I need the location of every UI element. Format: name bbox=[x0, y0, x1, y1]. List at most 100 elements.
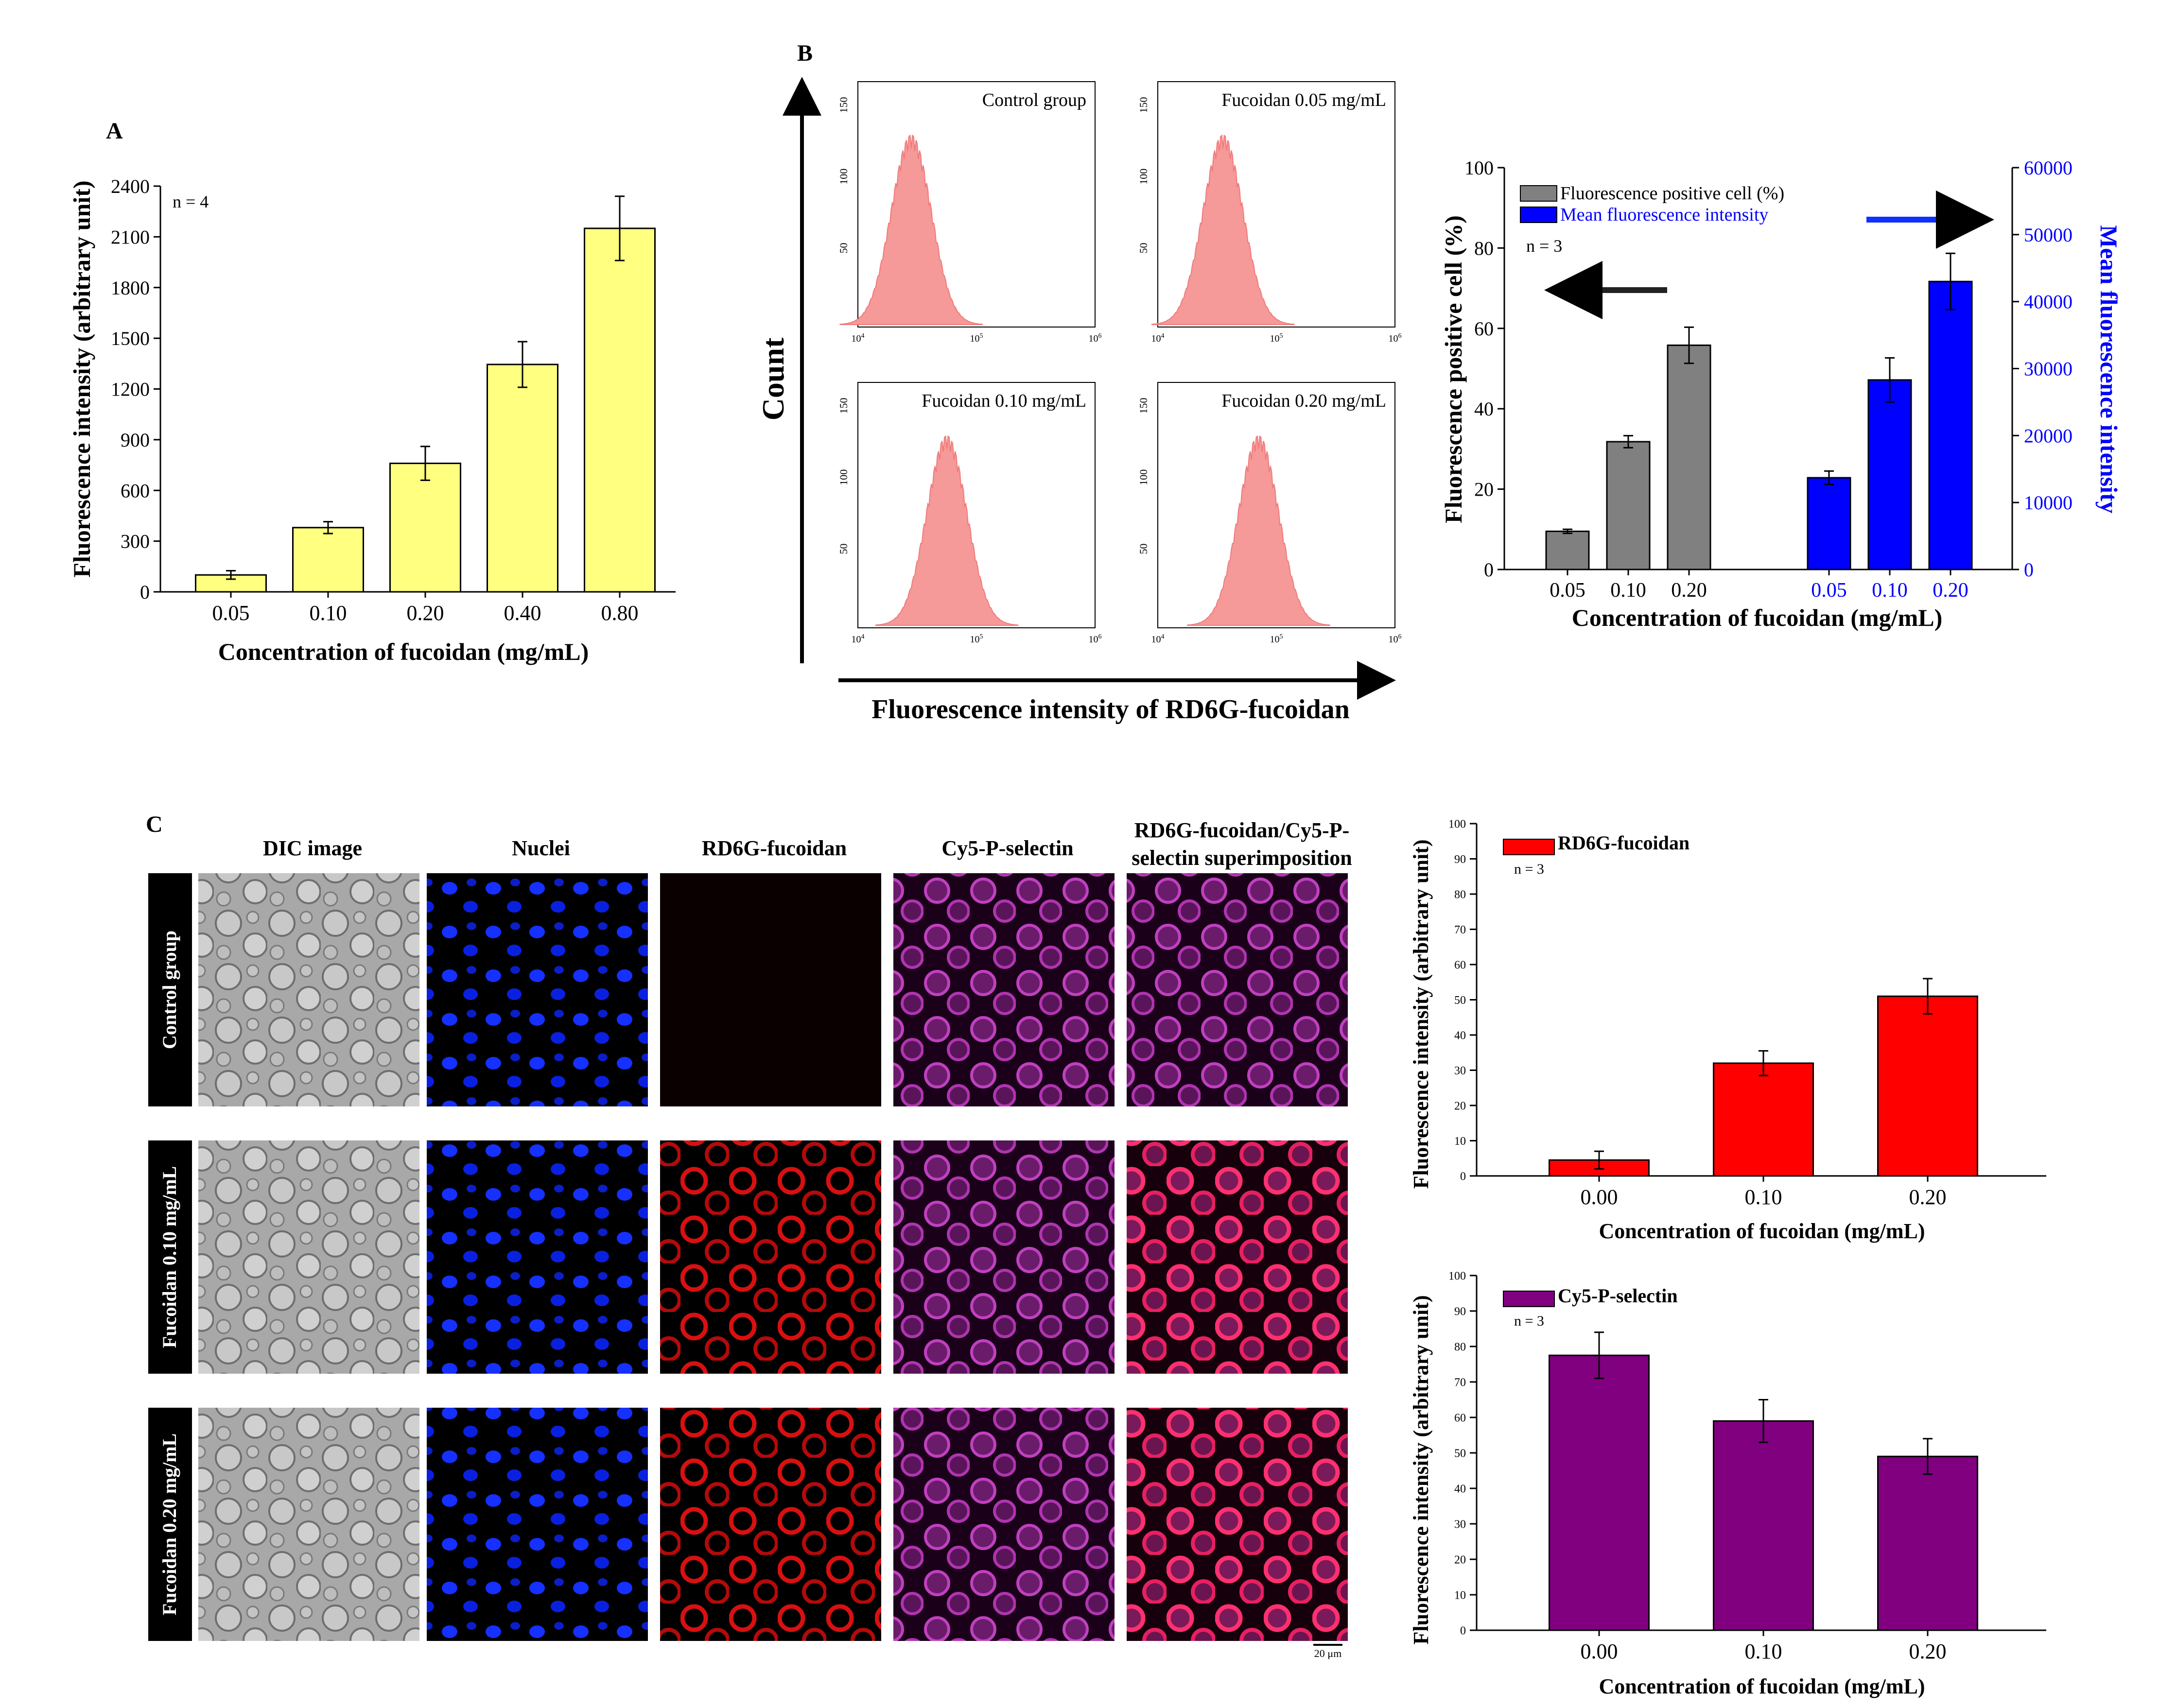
chart-c1-ytick-label: 60 bbox=[1454, 959, 1466, 971]
panel-a-ytick-label: 300 bbox=[121, 531, 150, 552]
chart-c2-ylabel: Fluorescence intensity (arbitrary unit) bbox=[1409, 1295, 1433, 1645]
micrograph-cy5 bbox=[893, 1140, 1115, 1374]
chart-c2-ytick-label: 0 bbox=[1460, 1624, 1466, 1637]
chart-c2-ytick-label: 20 bbox=[1454, 1553, 1466, 1566]
panel-b-letter: B bbox=[797, 40, 813, 66]
panel-a: A n = 4 Concentration of fucoidan (mg/mL… bbox=[68, 118, 589, 665]
panel-a-xlabel: Concentration of fucoidan (mg/mL) bbox=[218, 638, 589, 665]
histogram-xtick-label: 106 bbox=[1389, 633, 1402, 645]
column-header-nuclei: Nuclei bbox=[512, 836, 570, 860]
panel-a-category-label: 0.20 bbox=[407, 601, 444, 625]
panel-b-y2tick-label: 20000 bbox=[2024, 425, 2073, 447]
panel-b-chart: 0 20 40 60 80 100 0 10000 20000 30000 40000 50000 60… bbox=[1464, 157, 2073, 602]
column-header-superimposition-line2: selectin superimposition bbox=[1132, 846, 1352, 870]
micrograph-nuclei bbox=[427, 873, 648, 1106]
chart-c1-bar bbox=[1877, 995, 1978, 1177]
chart-c1-ytick-label: 80 bbox=[1454, 888, 1466, 901]
panel-b-bar bbox=[1807, 477, 1851, 570]
panel-a-category-label: 0.80 bbox=[601, 601, 639, 625]
chart-c1-ytick-label: 30 bbox=[1454, 1065, 1466, 1077]
chart-c2-category-label: 0.10 bbox=[1745, 1639, 1782, 1663]
panel-a-ytick-label: 900 bbox=[121, 429, 150, 451]
histogram-xtick-label: 105 bbox=[1270, 633, 1283, 645]
chart-c2-ytick-label: 90 bbox=[1454, 1305, 1466, 1318]
panel-b-category-label: 0.05 bbox=[1550, 579, 1585, 602]
panel-a-bar bbox=[584, 227, 656, 593]
row-label-box bbox=[148, 873, 192, 1106]
column-header-rd6g: RD6G-fucoidan bbox=[702, 836, 847, 860]
panel-b-ylabel-left: Fluorescence positive cell (%) bbox=[1440, 215, 1467, 523]
chart-c1-category-label: 0.00 bbox=[1581, 1185, 1618, 1209]
panel-b-y2tick-label: 0 bbox=[2024, 559, 2034, 581]
chart-c1-ytick-label: 20 bbox=[1454, 1100, 1466, 1112]
histogram-ytick-label: 50 bbox=[837, 544, 850, 554]
micrograph-grid: Control group Fucoidan 0.10 mg/mL Fucoidan… bbox=[148, 873, 1348, 1641]
panel-a-chart: 0 300 600 900 1200 1500 1800 2100 2400 0.05 0.10 0.… bbox=[111, 175, 676, 625]
chart-c1-category-label: 0.20 bbox=[1909, 1185, 1947, 1209]
panel-b-n-label: n = 3 bbox=[1526, 236, 1562, 256]
panel-a-letter: A bbox=[106, 118, 123, 144]
row-label-box bbox=[148, 1140, 192, 1374]
panel-b-ytick-label: 80 bbox=[1474, 237, 1494, 259]
chart-c2-ytick-label: 50 bbox=[1454, 1447, 1466, 1460]
histogram-xtick-label: 106 bbox=[1389, 332, 1402, 344]
column-header-dic: DIC image bbox=[263, 836, 362, 860]
legend-swatch-mean-intensity bbox=[1520, 207, 1557, 223]
chart-c1-xlabel: Concentration of fucoidan (mg/mL) bbox=[1599, 1219, 1925, 1243]
histogram-distribution bbox=[875, 435, 1019, 626]
panel-c: C DIC image Nuclei RD6G-fucoidan Cy5-P-s… bbox=[146, 811, 1925, 1698]
chart-c2-n-label: n = 3 bbox=[1514, 1313, 1544, 1329]
histogram-ytick-label: 50 bbox=[837, 243, 850, 254]
chart-c1-bar bbox=[1713, 1062, 1814, 1177]
histogram-distribution bbox=[1187, 435, 1330, 626]
panel-b-ytick-label: 0 bbox=[1484, 559, 1494, 581]
chart-c2-ytick-label: 100 bbox=[1448, 1270, 1466, 1282]
micrograph-nuclei bbox=[427, 1408, 648, 1641]
panel-c-letter: C bbox=[146, 811, 163, 837]
chart-c1-n-label: n = 3 bbox=[1514, 861, 1544, 877]
histogram-4: Fucoidan 0.20 mg/mL 150 100 50 104 105 106 bbox=[1137, 382, 1402, 645]
histogram-ytick-label: 150 bbox=[1137, 398, 1150, 414]
chart-c2-ytick-label: 70 bbox=[1454, 1376, 1466, 1389]
panel-a-bar bbox=[292, 527, 364, 593]
histogram-label: Fucoidan 0.05 mg/mL bbox=[1221, 90, 1386, 110]
micrograph-dic bbox=[198, 873, 419, 1106]
panel-b-xlabel: Concentration of fucoidan (mg/mL) bbox=[1572, 604, 1942, 631]
chart-c1-ytick-label: 90 bbox=[1454, 853, 1466, 866]
histogram-distribution bbox=[1151, 134, 1295, 325]
row-label: Fucoidan 0.20 mg/mL bbox=[158, 1433, 180, 1615]
histogram-distribution bbox=[839, 134, 983, 325]
chart-c2-bar bbox=[1713, 1420, 1814, 1631]
row-label-box bbox=[148, 1408, 192, 1641]
histogram-xtick-label: 104 bbox=[852, 633, 865, 645]
chart-c1-ytick-label: 50 bbox=[1454, 994, 1466, 1007]
panel-b-ytick-label: 60 bbox=[1474, 318, 1494, 340]
legend-swatch-positive-cell bbox=[1520, 185, 1557, 202]
chart-c2-xlabel: Concentration of fucoidan (mg/mL) bbox=[1599, 1674, 1925, 1698]
panel-b: B Count Fluorescence intensity of RD6G-f… bbox=[756, 40, 2123, 725]
panel-a-ytick-label: 1200 bbox=[111, 379, 150, 400]
count-axis-label: Count bbox=[756, 337, 790, 420]
histogram-xtick-label: 105 bbox=[970, 633, 983, 645]
chart-c2-category-label: 0.20 bbox=[1909, 1639, 1947, 1663]
micrograph-cy5 bbox=[893, 1408, 1115, 1641]
histogram-ytick-label: 150 bbox=[837, 398, 850, 414]
histogram-xtick-label: 104 bbox=[852, 332, 865, 344]
micrograph-rd6g bbox=[660, 1140, 881, 1374]
histogram-ytick-label: 150 bbox=[1137, 97, 1150, 113]
panel-b-category-label: 0.05 bbox=[1811, 579, 1847, 602]
panel-a-ytick-label: 1800 bbox=[111, 277, 150, 299]
panel-b-ytick-label: 100 bbox=[1464, 157, 1494, 179]
histogram-label: Fucoidan 0.20 mg/mL bbox=[1221, 391, 1386, 411]
histogram-xtick-label: 106 bbox=[1089, 332, 1102, 344]
histogram-xtick-label: 105 bbox=[970, 332, 983, 344]
panel-b-category-label: 0.10 bbox=[1610, 579, 1646, 602]
panel-a-ytick-label: 2400 bbox=[111, 175, 150, 197]
panel-b-category-label: 0.10 bbox=[1872, 579, 1908, 602]
histogram-xtick-label: 106 bbox=[1089, 633, 1102, 645]
panel-b-bar bbox=[1606, 441, 1651, 570]
panel-a-bar bbox=[487, 363, 558, 593]
histogram-xtick-label: 104 bbox=[1151, 332, 1165, 344]
micrograph-rd6g bbox=[660, 1408, 881, 1641]
